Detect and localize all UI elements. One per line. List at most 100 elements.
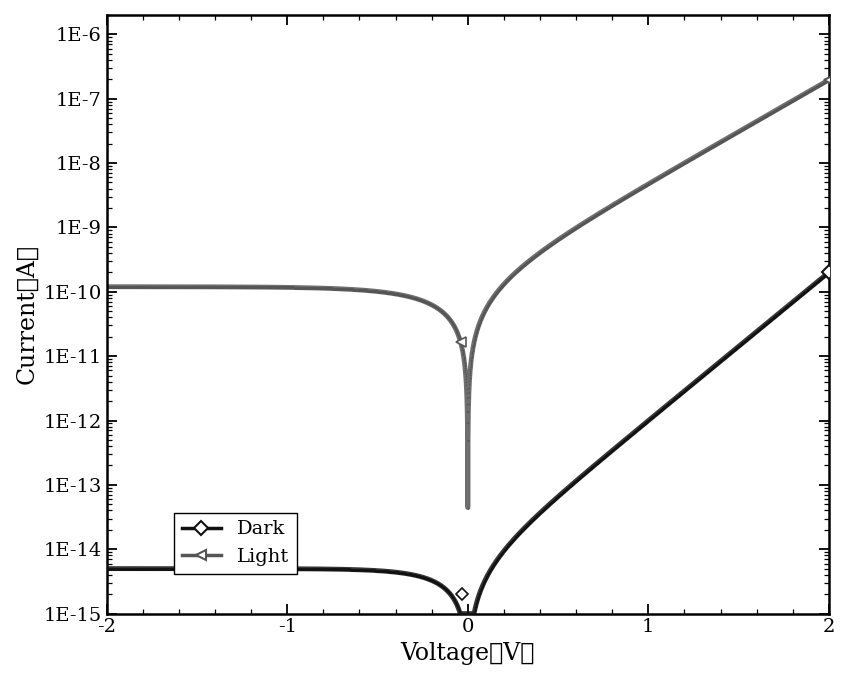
Point xyxy=(738,336,751,347)
Point xyxy=(297,282,310,293)
Point xyxy=(409,570,422,581)
Point xyxy=(360,564,374,575)
Point xyxy=(752,324,766,335)
Point xyxy=(319,283,332,294)
Point xyxy=(362,285,376,296)
Point xyxy=(498,277,512,288)
Point xyxy=(731,342,745,353)
Point xyxy=(448,322,462,333)
Point xyxy=(695,148,709,158)
Point xyxy=(626,188,640,199)
Point xyxy=(374,565,388,576)
Point xyxy=(601,448,615,459)
Point xyxy=(298,564,311,575)
Point xyxy=(210,282,224,292)
Point xyxy=(231,563,245,574)
Point xyxy=(384,566,398,577)
Point xyxy=(484,564,498,575)
Point xyxy=(644,413,658,424)
Point xyxy=(207,282,221,292)
Point xyxy=(633,184,647,194)
Point xyxy=(552,490,565,501)
Point xyxy=(766,313,779,324)
Point xyxy=(160,563,173,574)
Point xyxy=(754,322,768,333)
Point xyxy=(564,480,578,491)
Point xyxy=(323,564,337,575)
Point xyxy=(194,563,207,574)
Point xyxy=(547,495,561,506)
Point xyxy=(730,127,744,138)
Point xyxy=(122,563,136,574)
Point xyxy=(599,204,613,215)
Point xyxy=(575,218,589,229)
Point xyxy=(133,563,147,574)
Point xyxy=(640,416,654,427)
Point xyxy=(342,284,355,294)
Point xyxy=(595,454,609,465)
Point xyxy=(714,356,728,367)
Point xyxy=(394,567,408,578)
Point xyxy=(377,287,390,298)
Point xyxy=(679,156,693,167)
Point xyxy=(162,563,175,574)
Point xyxy=(688,377,701,388)
Point xyxy=(148,282,162,292)
Point xyxy=(670,392,683,403)
Point xyxy=(484,564,498,575)
Point xyxy=(816,78,830,89)
Point xyxy=(767,312,780,323)
Point xyxy=(232,282,246,292)
Point xyxy=(341,284,354,294)
Point xyxy=(817,78,830,88)
Point xyxy=(361,564,375,575)
Point xyxy=(574,220,587,231)
Point xyxy=(710,359,723,370)
Point xyxy=(470,596,484,607)
Point xyxy=(775,305,789,316)
Point xyxy=(723,131,737,142)
Point xyxy=(326,564,339,575)
Point xyxy=(725,131,739,141)
Point xyxy=(353,564,366,575)
Point xyxy=(563,227,576,238)
Point xyxy=(799,286,813,296)
Point xyxy=(659,401,672,412)
Point xyxy=(529,511,542,522)
Point xyxy=(126,282,139,292)
Point xyxy=(428,301,441,312)
Point xyxy=(654,404,668,415)
Point xyxy=(270,563,284,574)
Point xyxy=(717,135,731,146)
Point xyxy=(443,588,456,598)
Point xyxy=(450,600,464,611)
Point xyxy=(198,282,212,292)
Point xyxy=(315,564,329,575)
Point xyxy=(334,284,348,294)
Point xyxy=(395,290,409,301)
Point xyxy=(730,127,744,138)
Point xyxy=(375,566,388,577)
Point xyxy=(694,148,707,159)
Point xyxy=(352,284,366,295)
Point xyxy=(456,343,469,354)
Point xyxy=(780,99,794,109)
Point xyxy=(124,563,138,574)
Point xyxy=(564,226,578,237)
Point xyxy=(176,563,190,574)
Point xyxy=(230,563,244,574)
Point xyxy=(120,563,133,574)
Point xyxy=(111,282,125,292)
Point xyxy=(385,566,399,577)
Point xyxy=(278,563,292,574)
Point xyxy=(741,121,755,132)
Point xyxy=(502,274,515,285)
Point xyxy=(558,230,572,241)
Point xyxy=(700,367,713,378)
Point xyxy=(456,608,470,619)
Point xyxy=(139,282,152,292)
Point xyxy=(292,563,305,574)
Point xyxy=(312,283,326,294)
Point xyxy=(409,570,422,581)
Point xyxy=(518,259,532,270)
